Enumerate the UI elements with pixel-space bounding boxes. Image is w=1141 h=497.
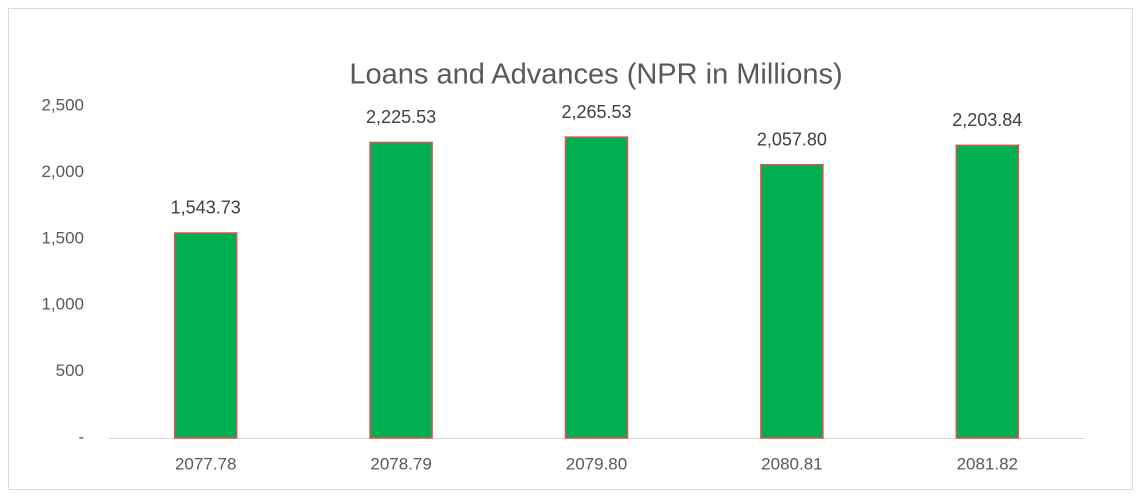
y-tick-label: 2,500 [41, 95, 84, 114]
chart-title: Loans and Advances (NPR in Millions) [349, 59, 842, 91]
bar [760, 163, 824, 439]
x-tick-label: 2081.82 [957, 454, 1018, 473]
value-label: 2,057.80 [757, 129, 827, 149]
bar [955, 144, 1020, 439]
y-tick-label: 500 [56, 361, 84, 380]
bar [564, 136, 629, 439]
y-tick-label: 1,000 [41, 295, 84, 314]
bar [369, 141, 433, 439]
y-tick-label: 2,000 [41, 162, 84, 181]
value-label: 1,543.73 [171, 198, 241, 218]
value-label: 2,265.53 [561, 102, 631, 122]
x-tick-label: 2077.78 [175, 454, 236, 473]
bar [173, 232, 238, 439]
value-label: 2,225.53 [366, 107, 436, 127]
x-tick-label: 2079.80 [566, 454, 627, 473]
y-tick-label: - [78, 427, 84, 446]
x-tick-label: 2078.79 [370, 454, 431, 473]
value-label: 2,203.84 [952, 110, 1022, 130]
y-tick-label: 1,500 [41, 228, 84, 247]
x-tick-label: 2080.81 [761, 454, 822, 473]
